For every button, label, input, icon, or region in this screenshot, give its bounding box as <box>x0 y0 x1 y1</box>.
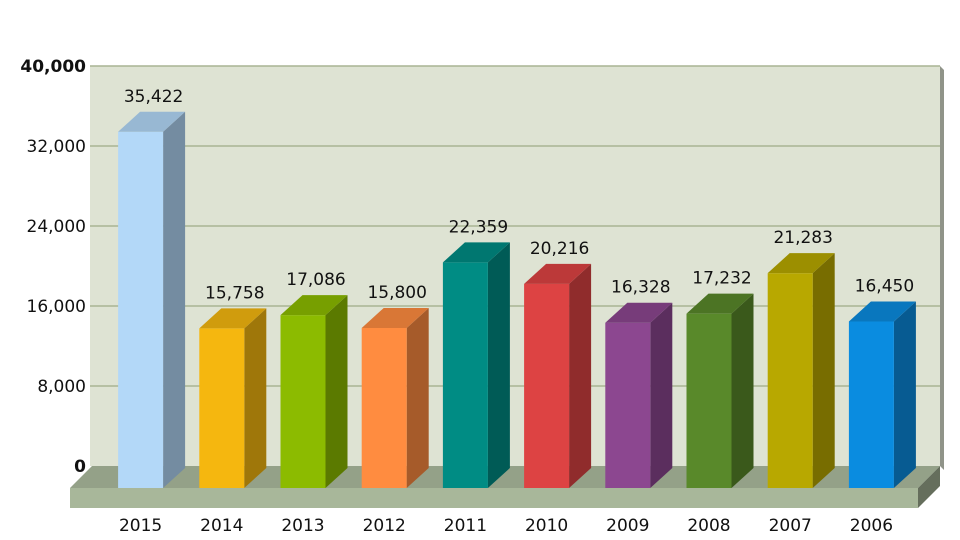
bar-side <box>650 302 673 488</box>
bar-front <box>361 328 407 488</box>
bar-top <box>686 293 754 314</box>
bar-top <box>767 253 835 274</box>
floor-front <box>70 488 918 508</box>
bar-top <box>199 308 267 329</box>
data-label: 22,359 <box>449 217 508 237</box>
bar-top <box>442 242 510 263</box>
data-label: 35,422 <box>124 87 183 107</box>
bar <box>118 111 186 488</box>
bar-front <box>524 283 570 488</box>
bar-side <box>731 293 754 488</box>
bar-side <box>569 263 592 488</box>
bar-top <box>848 301 916 322</box>
data-label: 21,283 <box>773 228 832 248</box>
bar-side <box>812 253 835 488</box>
y-tick-label: 24,000 <box>27 217 86 237</box>
floor-side <box>918 466 940 508</box>
x-tick-label: 2006 <box>850 516 893 536</box>
data-label: 15,800 <box>367 283 426 303</box>
bar <box>686 293 754 488</box>
bar-front <box>280 315 326 488</box>
x-tick-label: 2013 <box>281 516 324 536</box>
bar <box>199 308 267 488</box>
bar-front <box>605 322 651 488</box>
x-tick-label: 2010 <box>525 516 568 536</box>
y-tick-label: 40,000 <box>20 57 86 77</box>
bar-side <box>487 242 510 488</box>
y-tick-label: 8,000 <box>37 377 86 397</box>
bar-side <box>325 295 348 488</box>
bar-top <box>361 308 429 328</box>
data-label: 20,216 <box>530 239 589 259</box>
bar <box>361 308 429 488</box>
plot-wall-side <box>940 66 944 470</box>
x-tick-label: 2015 <box>119 516 162 536</box>
x-tick-label: 2008 <box>687 516 730 536</box>
bar-front <box>442 262 488 488</box>
y-tick-label: 0 <box>74 457 86 477</box>
y-tick-label: 16,000 <box>27 297 86 317</box>
bar-top <box>118 111 186 132</box>
bar-front <box>848 321 894 488</box>
y-tick-label: 32,000 <box>27 137 86 157</box>
bar-front <box>767 273 813 488</box>
bar-side <box>406 308 429 488</box>
data-label: 17,232 <box>692 269 751 289</box>
bar <box>524 263 592 488</box>
bar-top <box>280 295 348 316</box>
x-tick-label: 2014 <box>200 516 243 536</box>
data-label: 16,450 <box>855 277 914 297</box>
data-label: 16,328 <box>611 278 670 298</box>
bar-front <box>118 131 164 488</box>
bar-side <box>163 111 186 488</box>
bar <box>605 302 673 488</box>
bar-front <box>686 313 732 488</box>
bar-top <box>605 302 673 323</box>
bar <box>767 253 835 488</box>
x-tick-label: 2009 <box>606 516 649 536</box>
bar-front <box>199 328 245 488</box>
bar-side <box>244 308 267 488</box>
bar-side <box>893 301 916 488</box>
data-label: 17,086 <box>286 270 345 290</box>
bar <box>442 242 510 488</box>
bar <box>848 301 916 488</box>
x-tick-label: 2007 <box>769 516 812 536</box>
x-tick-label: 2011 <box>444 516 487 536</box>
bar-top <box>524 263 592 284</box>
data-label: 15,758 <box>205 283 264 303</box>
x-tick-label: 2012 <box>363 516 406 536</box>
bar <box>280 295 348 488</box>
